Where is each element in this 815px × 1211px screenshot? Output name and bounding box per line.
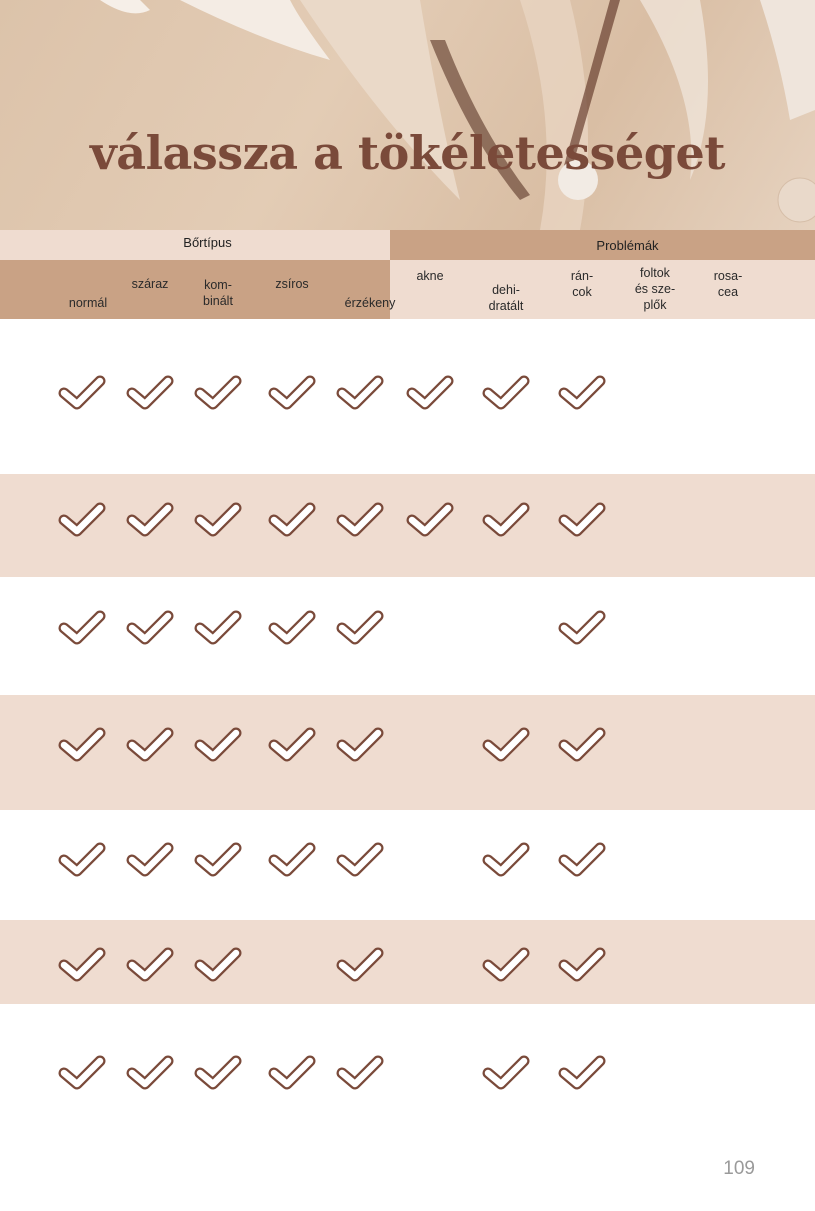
- check-icon: [336, 375, 384, 410]
- check-icon: [126, 502, 174, 537]
- check-icon: [58, 947, 106, 982]
- check-icon: [406, 502, 454, 537]
- row-band: [0, 695, 815, 810]
- check-icon: [482, 842, 530, 877]
- check-icon: [194, 727, 242, 762]
- cream-strokes-image: [100, 0, 815, 230]
- column-label-rosacea: rosa- cea: [713, 269, 743, 299]
- check-icon: [482, 502, 530, 537]
- page-number: 109: [723, 1158, 755, 1179]
- check-icon: [558, 842, 606, 877]
- check-icon: [58, 1055, 106, 1090]
- check-icon: [268, 375, 316, 410]
- check-icon: [126, 947, 174, 982]
- check-icon: [58, 727, 106, 762]
- column-label-akne: akne: [416, 269, 444, 283]
- column-label-zsiros: zsíros: [275, 277, 309, 291]
- check-icon: [336, 947, 384, 982]
- check-icon: [194, 947, 242, 982]
- check-icon: [194, 375, 242, 410]
- group-header-skin-type: [0, 230, 390, 260]
- check-icon: [268, 727, 316, 762]
- check-icon: [482, 375, 530, 410]
- check-icon: [268, 610, 316, 645]
- column-label-foltok: foltok és sze- plők: [634, 266, 676, 312]
- column-header-skin: [0, 260, 390, 319]
- column-label-kombinalt: kom- binált: [203, 278, 233, 308]
- check-icon: [58, 610, 106, 645]
- hero-image: válassza a tökéletességet: [0, 0, 815, 230]
- check-icon: [336, 1055, 384, 1090]
- column-label-normal: normál: [68, 296, 108, 310]
- column-label-rancok: rán- cok: [570, 269, 594, 299]
- check-icon: [268, 842, 316, 877]
- check-icon: [558, 947, 606, 982]
- check-icon: [126, 610, 174, 645]
- check-icon: [558, 610, 606, 645]
- check-icon: [126, 842, 174, 877]
- check-icon: [268, 1055, 316, 1090]
- group-header-problems: [390, 230, 815, 260]
- check-icon: [194, 502, 242, 537]
- check-icon: [194, 842, 242, 877]
- check-icon: [482, 727, 530, 762]
- check-icon: [558, 502, 606, 537]
- column-label-dehidratalt: dehi- dratált: [488, 283, 524, 313]
- check-icon: [126, 1055, 174, 1090]
- check-icon: [336, 610, 384, 645]
- check-icon: [194, 1055, 242, 1090]
- check-icon: [58, 375, 106, 410]
- check-icon: [194, 610, 242, 645]
- column-header-problems: [390, 260, 815, 319]
- check-icon: [336, 842, 384, 877]
- check-icon: [126, 727, 174, 762]
- check-icon: [558, 375, 606, 410]
- check-icon: [482, 1055, 530, 1090]
- check-icon: [268, 502, 316, 537]
- check-icon: [58, 502, 106, 537]
- check-icon: [482, 947, 530, 982]
- check-icon: [558, 727, 606, 762]
- problems-heading: Problémák: [596, 238, 659, 253]
- check-icon: [406, 375, 454, 410]
- check-icon: [336, 502, 384, 537]
- row-band: [0, 920, 815, 1004]
- check-icon: [336, 727, 384, 762]
- column-label-erzekeny: érzékeny: [344, 296, 396, 310]
- check-icon: [558, 1055, 606, 1090]
- page-title: válassza a tökéletességet: [90, 126, 725, 180]
- check-icon: [126, 375, 174, 410]
- check-icon: [58, 842, 106, 877]
- skin-type-heading: Bőrtípus: [183, 235, 232, 250]
- column-label-szaraz: száraz: [131, 277, 169, 291]
